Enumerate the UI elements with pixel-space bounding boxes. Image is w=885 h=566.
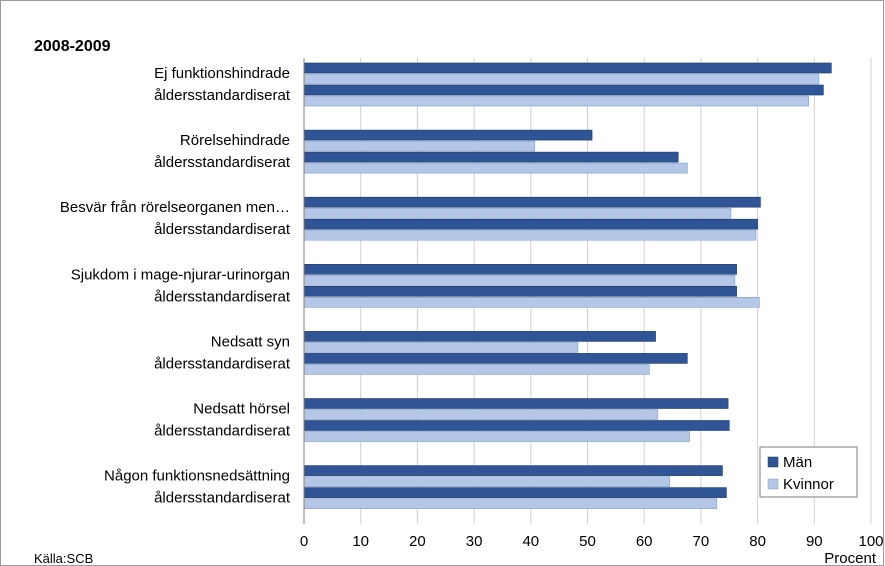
category-label: Besvär från rörelseorganen men… [60, 199, 290, 216]
legend-swatch-man [767, 456, 779, 468]
x-tick-label: 50 [579, 533, 596, 550]
category-label: Nedsatt hörsel [193, 401, 290, 418]
bar-man-standardized [303, 218, 758, 230]
bar-man-standardized [303, 84, 824, 96]
category-sublabel: åldersstandardiserat [154, 288, 291, 305]
bar-kvinnor [303, 274, 736, 286]
x-tick-label: 70 [693, 533, 710, 550]
x-axis-label: Procent [824, 550, 877, 566]
bar-man [303, 398, 729, 409]
bar-kvinnor-standardized [303, 498, 718, 509]
bar-kvinnor [303, 342, 579, 353]
x-tick-label: 100 [858, 533, 883, 550]
x-tick-label: 10 [352, 533, 369, 550]
category-sublabel: åldersstandardiserat [154, 423, 291, 440]
bar-kvinnor-standardized [303, 296, 760, 308]
category-label: Rörelsehindrade [180, 132, 290, 149]
category-sublabel: åldersstandardiserat [154, 490, 291, 507]
bar-man-standardized [303, 353, 688, 364]
bar-man-standardized [303, 151, 679, 163]
category-label: Ej funktionshindrade [154, 65, 290, 82]
x-tick-label: 60 [636, 533, 653, 550]
category-label: Någon funktionsnedsättning [104, 468, 290, 485]
x-tick-labels: 0 10 20 30 40 50 60 70 80 90 100 [300, 533, 884, 550]
bar-kvinnor-standardized [303, 95, 809, 107]
bar-man [303, 263, 737, 275]
bar-kvinnor [303, 73, 820, 85]
legend-swatch-kvinnor [767, 478, 779, 490]
category-sublabel: åldersstandardiserat [154, 221, 291, 238]
bar-kvinnor [303, 207, 732, 219]
legend-label-kvinnor: Kvinnor [783, 476, 834, 493]
category-label: Nedsatt syn [211, 333, 290, 350]
category-sublabel: åldersstandardiserat [154, 87, 291, 104]
legend-label-man: Män [783, 454, 812, 471]
bar-kvinnor-standardized [303, 162, 688, 174]
category-sublabel: åldersstandardiserat [154, 355, 291, 372]
bars [303, 62, 832, 509]
bar-kvinnor [303, 140, 536, 152]
bar-man [303, 62, 832, 74]
x-tick-label: 40 [522, 533, 539, 550]
bar-kvinnor [303, 476, 671, 487]
legend: Män Kvinnor [759, 446, 858, 498]
bar-man [303, 129, 593, 141]
bar-kvinnor [303, 409, 659, 420]
category-sublabel: åldersstandardiserat [154, 154, 291, 171]
chart-title: 2008-2009 [34, 38, 111, 55]
category-label: Sjukdom i mage-njurar-urinorgan [71, 266, 290, 283]
bar-man-standardized [303, 487, 727, 498]
x-tick-label: 20 [409, 533, 426, 550]
bar-man [303, 465, 723, 476]
x-tick-label: 0 [300, 533, 308, 550]
bar-kvinnor-standardized [303, 229, 757, 241]
bar-man-standardized [303, 285, 737, 297]
x-tick-label: 80 [749, 533, 766, 550]
x-tick-label: 30 [466, 533, 483, 550]
bar-man-standardized [303, 420, 730, 431]
x-tick-label: 90 [806, 533, 823, 550]
source-note: Källa:SCB [34, 551, 93, 566]
bar-kvinnor-standardized [303, 364, 650, 375]
bar-man [303, 331, 656, 342]
bar-man [303, 196, 761, 208]
bar-kvinnor-standardized [303, 431, 690, 442]
category-labels: Ej funktionshindrade åldersstandardiserat… [60, 65, 291, 507]
